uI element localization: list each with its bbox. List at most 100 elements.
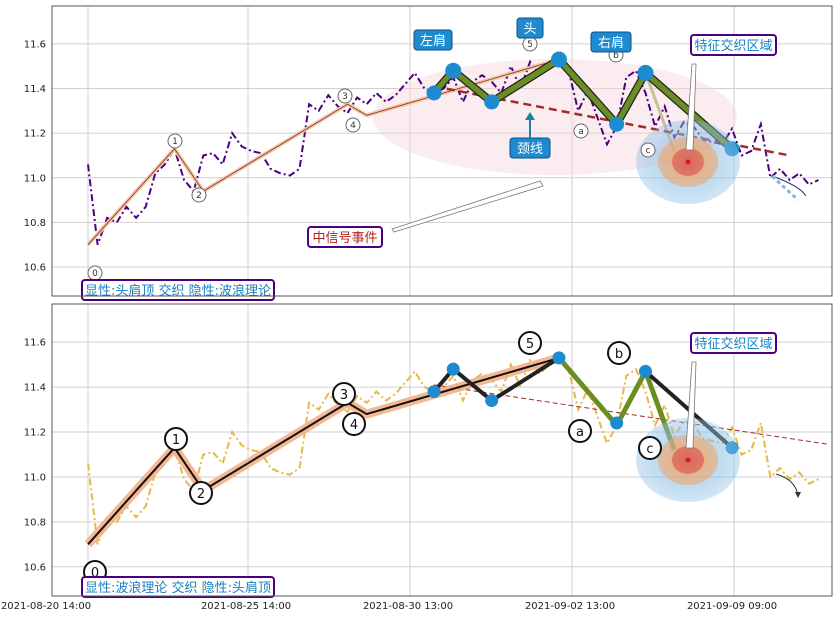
- wave-marker-circle: [337, 88, 353, 104]
- right-shoulder-label-box: [590, 31, 632, 53]
- hs-node: [445, 62, 462, 79]
- bottom-legend-box: [81, 576, 275, 598]
- wave-marker-label: 2: [196, 191, 202, 201]
- mid-signal-label: 中信号事件: [307, 226, 383, 248]
- left-shoulder-label-box: [413, 29, 453, 51]
- right-shoulder-label: 右肩: [590, 31, 632, 53]
- x-tick-label: 2021-09-02 13:00: [525, 601, 615, 612]
- y-tick-label: 11.6: [24, 39, 46, 50]
- y-tick-label: 11.0: [24, 173, 46, 184]
- zone-center: [685, 457, 691, 463]
- hs-node: [485, 394, 499, 408]
- hs-node: [550, 51, 567, 68]
- wave-marker-circle: [167, 133, 183, 149]
- wave-marker-circle: [640, 142, 656, 158]
- left-shoulder-label-text: 左肩: [420, 33, 446, 49]
- wave-marker-label: 0: [91, 566, 99, 581]
- wave-marker-circle: [573, 123, 589, 139]
- head-label: 头: [516, 17, 544, 39]
- wave-marker-circle: [342, 412, 366, 436]
- wave-line: [87, 59, 560, 245]
- y-tick-label: 10.8: [24, 218, 46, 229]
- zone-label-top-box: [690, 34, 777, 56]
- x-tick-label: 2021-09-09 09:00: [687, 601, 777, 612]
- wave-marker-label: 0: [92, 269, 98, 279]
- bottom-frame: [51, 303, 833, 597]
- hs-node: [426, 85, 442, 101]
- x-tick-label: 2021-08-25 14:00: [201, 601, 291, 612]
- y-tick-label: 11.2: [24, 129, 46, 140]
- price-line: [87, 356, 819, 545]
- wave-marker-label: c: [646, 146, 651, 156]
- wave-line: [87, 356, 560, 545]
- y-tick-label: 11.6: [24, 338, 46, 349]
- hs-node: [552, 351, 566, 365]
- wave-marker-circle: [345, 117, 361, 133]
- wave-marker-circle: [568, 419, 592, 443]
- projection-arrowhead-bottom: [795, 492, 801, 498]
- hs-node: [638, 364, 652, 378]
- projection-dash-top: [770, 174, 800, 202]
- wave-marker-circle: [164, 427, 188, 451]
- wave-marker-label: 3: [342, 92, 348, 102]
- top-legend-text: 显性:头肩顶 交织 隐性:波浪理论: [85, 283, 271, 299]
- y-tick-label: 10.6: [24, 562, 46, 573]
- top-legend-box: [81, 279, 275, 301]
- y-tick-label: 10.6: [24, 263, 46, 274]
- bottom-y-ticks: 10.6 10.8 11.0 11.2 11.4 11.6: [24, 338, 46, 574]
- y-tick-label: 11.0: [24, 472, 46, 483]
- head-label-box: [516, 17, 544, 39]
- zone-pointer-top: [685, 63, 697, 151]
- bottom-legend: 显性:波浪理论 交织 隐性:头肩顶: [81, 576, 275, 598]
- wave-marker-label: 5: [527, 40, 533, 50]
- zone-label-bottom: 特征交织区域: [690, 332, 777, 354]
- wave-correction-path: [557, 356, 677, 451]
- mid-signal-pointer: [391, 180, 544, 233]
- bottom-panel: 10.6 10.8 11.0 11.2 11.4 11.6 0 1 2 34 5 a b c 特征交织区域…: [24, 303, 833, 598]
- wave-marker-label: c: [646, 442, 653, 457]
- hs-node: [637, 64, 654, 81]
- wave-marker-label: b: [615, 347, 623, 362]
- y-tick-label: 11.4: [24, 84, 46, 95]
- wave-marker-label: a: [578, 127, 584, 137]
- hs-node: [427, 385, 441, 399]
- hs-node: [446, 362, 460, 376]
- top-legend: 显性:头肩顶 交织 隐性:波浪理论: [81, 279, 275, 301]
- wave-band: [84, 353, 561, 548]
- wave-marker-circle: [332, 382, 356, 406]
- wave-marker-label: a: [576, 425, 584, 440]
- wave-marker-label: 4: [350, 418, 358, 433]
- right-shoulder-label-text: 右肩: [598, 35, 624, 51]
- mid-signal-label-text: 中信号事件: [312, 231, 377, 246]
- zone-label-top: 特征交织区域: [690, 34, 777, 56]
- top-panel: 10.6 10.8 11.0 11.2 11.4 11.6 0 1 2 3 4 5 a b c 左肩 头右肩颈…: [24, 5, 833, 301]
- zone-center: [685, 159, 691, 165]
- hs-node: [609, 116, 625, 132]
- top-frame: [51, 5, 833, 297]
- wave-marker-circle: [518, 331, 542, 355]
- wave-marker-label: b: [613, 51, 619, 61]
- projection-arrow-top: [771, 175, 807, 197]
- wave-marker-label: 1: [172, 137, 178, 147]
- wave-marker-label: 4: [350, 121, 356, 131]
- wave-marker-circle: [607, 341, 631, 365]
- y-tick-label: 10.8: [24, 517, 46, 528]
- zone-pointer-bottom: [685, 361, 697, 449]
- hs-node: [610, 416, 624, 430]
- x-axis-ticks: 2021-08-20 14:00 2021-08-25 14:00 2021-08-…: [1, 601, 777, 612]
- wave-marker-circle: [189, 481, 213, 505]
- hs-node: [484, 94, 500, 110]
- wave-marker-label: 1: [172, 433, 180, 448]
- wave-marker-label: 3: [340, 388, 348, 403]
- wave-marker-label: 5: [526, 337, 534, 352]
- x-tick-label: 2021-08-30 13:00: [363, 601, 453, 612]
- zone-label-bottom-box: [690, 332, 777, 354]
- wave-marker-circle: [191, 187, 207, 203]
- bottom-legend-text: 显性:波浪理论 交织 隐性:头肩顶: [85, 580, 271, 596]
- zone-label-top-text: 特征交织区域: [694, 38, 772, 54]
- top-y-ticks: 10.6 10.8 11.0 11.2 11.4 11.6: [24, 39, 46, 273]
- left-shoulder-label: 左肩: [413, 29, 453, 51]
- zone-label-bottom-text: 特征交织区域: [694, 336, 772, 352]
